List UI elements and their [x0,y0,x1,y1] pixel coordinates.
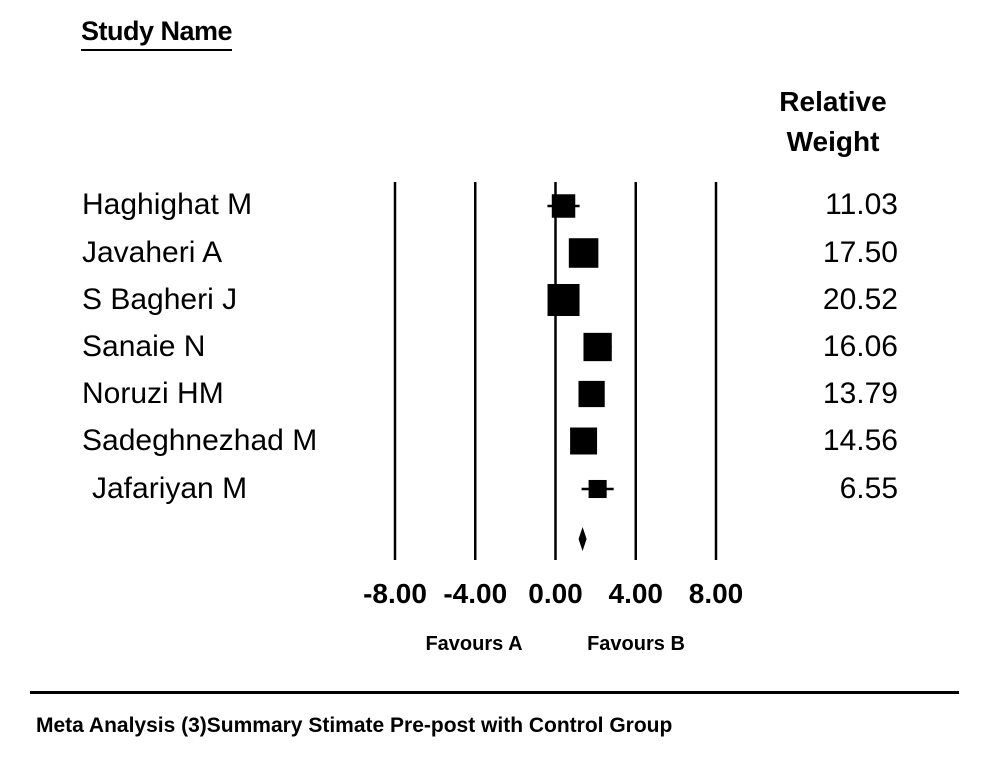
favours-b-label: Favours B [587,633,685,655]
study-name-label: Sanaie N [82,330,206,363]
study-name-label: Haghighat M [82,188,253,221]
relative-weight-header: Relative Weight [779,86,887,157]
x-tick-label: -4.00 [443,578,507,609]
study-name-header: Study Name [81,14,233,51]
figure-caption: Meta Analysis (3)Summary Stimate Pre-pos… [36,714,673,737]
relative-weight-value: 17.50 [822,236,898,269]
study-name-label: Jafariyan M [92,472,248,505]
x-tick-label: 0.00 [528,578,583,609]
relative-weight-value: 16.06 [822,330,898,363]
forest-plot: -8.00 -4.00 0.00 4.00 8.00 Favours A Favours B [363,182,744,655]
divider-line [30,691,959,694]
relative-weight-value: 20.52 [822,283,898,316]
relative-weight-value: 6.55 [839,472,898,505]
favours-a-label: Favours A [425,633,522,655]
x-tick-label: -8.00 [363,578,427,609]
relative-weight-value: 13.79 [822,377,898,410]
effect-square [578,380,605,408]
summary-diamond [578,527,587,551]
relative-weight-value: 11.03 [825,188,898,221]
effect-square [588,479,607,499]
effect-square [551,194,576,218]
effect-square [570,427,598,455]
study-name-label: S Bagheri J [82,283,238,316]
study-name-label: Sadeghnezhad M [82,424,318,457]
relative-weight-value: 14.56 [822,424,898,457]
study-name-label: Noruzi HM [82,377,224,410]
x-tick-label: 4.00 [609,578,664,609]
effect-square [547,284,580,316]
study-name-label: Javaheri A [82,236,223,269]
x-tick-label: 8.00 [689,578,744,609]
effect-square [568,238,599,268]
effect-square [583,332,612,362]
